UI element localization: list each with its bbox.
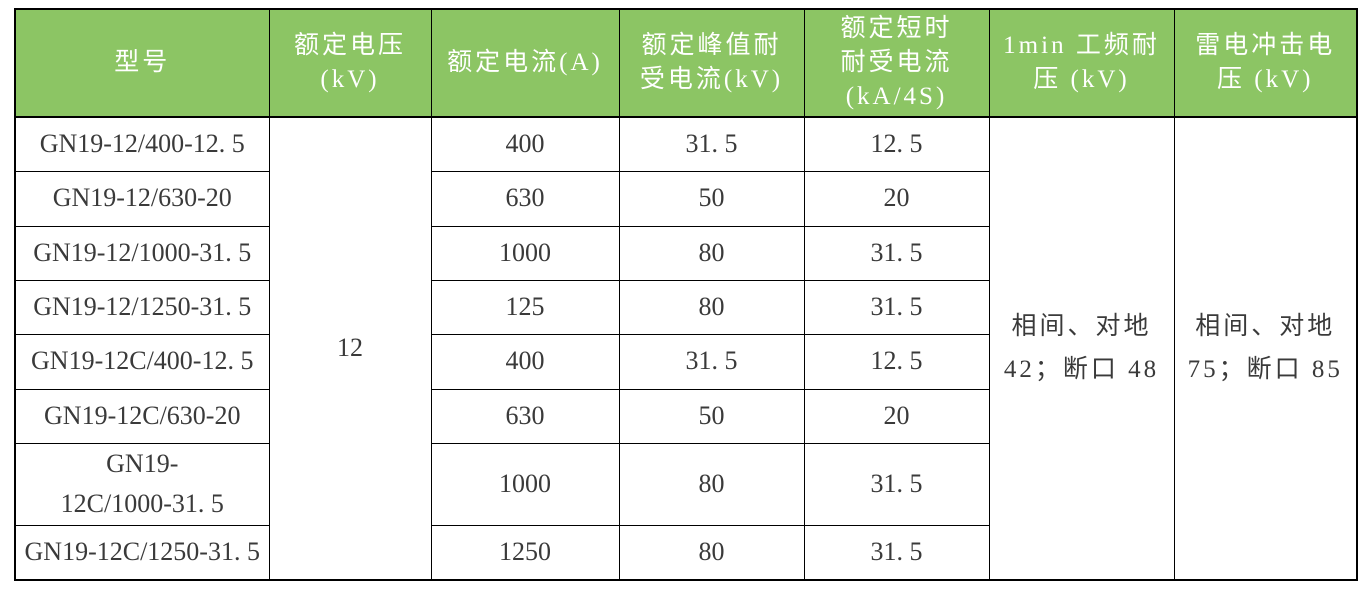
model-cell: GN19-12C/400-12. 5 [14, 333, 270, 390]
table-row: GN19-12C/1250-31. 5 1250 80 31. 5 [14, 524, 1357, 581]
rated-voltage-cell: 12 [268, 116, 432, 581]
rated-current-cell: 1250 [430, 524, 620, 581]
table-row: GN19-12/400-12. 5 12 400 31. 5 12. 5 相间、… [14, 116, 1358, 581]
short-time-withstand-cell: 20 [803, 388, 990, 444]
column-header-model: 型号 [14, 8, 270, 118]
power-frequency-withstand-cell: 相间、对地 42；断口 48 [988, 116, 1175, 581]
short-time-withstand-cell: 31. 5 [803, 442, 990, 526]
rated-current-cell: 400 [430, 116, 620, 172]
rated-current-cell: 630 [430, 388, 620, 444]
rated-current-cell: 1000 [430, 225, 620, 281]
peak-withstand-cell: 31. 5 [618, 116, 805, 172]
model-cell: GN19-12/1250-31. 5 [14, 279, 270, 335]
column-header-rated-voltage: 额定电压 (kV) [268, 8, 432, 118]
column-header-power-frequency-withstand: 1min 工频耐 压 (kV) [988, 8, 1175, 118]
table-row: GN19-12/1000-31. 5 1000 80 31. 5 [14, 225, 1357, 281]
peak-withstand-cell: 50 [618, 388, 805, 444]
column-header-lightning-impulse: 雷电冲击电 压 (kV) [1173, 8, 1358, 118]
table-row: GN19- 12C/1000-31. 5 1000 80 31. 5 [14, 442, 1357, 526]
peak-withstand-cell: 31. 5 [618, 333, 805, 390]
model-cell: GN19-12/1000-31. 5 [14, 225, 270, 281]
short-time-withstand-cell: 12. 5 [803, 116, 990, 172]
peak-withstand-cell: 80 [618, 225, 805, 281]
peak-withstand-cell: 80 [618, 279, 805, 335]
table-row: GN19-12C/400-12. 5 400 31. 5 12. 5 [14, 333, 1357, 390]
spec-table: 型号 额定电压 (kV) 额定电流(A) 额定峰值耐 受电流(kV) 额定短时 … [14, 8, 1358, 581]
peak-withstand-cell: 80 [618, 524, 805, 581]
column-header-short-time-withstand-current: 额定短时 耐受电流 (kA/4S) [803, 8, 990, 118]
peak-withstand-cell: 80 [618, 442, 805, 526]
short-time-withstand-cell: 20 [803, 170, 990, 227]
model-cell: GN19- 12C/1000-31. 5 [14, 442, 270, 526]
peak-withstand-cell: 50 [618, 170, 805, 227]
model-cell: GN19-12/630-20 [14, 170, 270, 227]
header-row: 型号 额定电压 (kV) 额定电流(A) 额定峰值耐 受电流(kV) 额定短时 … [14, 8, 1358, 118]
short-time-withstand-cell: 31. 5 [803, 279, 990, 335]
short-time-withstand-cell: 12. 5 [803, 333, 990, 390]
model-cell: GN19-12C/630-20 [14, 388, 270, 444]
rated-current-cell: 1000 [430, 442, 620, 526]
rated-current-cell: 400 [430, 333, 620, 390]
model-cell: GN19-12C/1250-31. 5 [14, 524, 270, 581]
column-header-peak-withstand-current: 额定峰值耐 受电流(kV) [618, 8, 805, 118]
short-time-withstand-cell: 31. 5 [803, 524, 990, 581]
rated-current-cell: 125 [430, 279, 620, 335]
table-row: GN19-12/1250-31. 5 125 80 31. 5 [14, 279, 1357, 335]
model-cell: GN19-12/400-12. 5 [14, 116, 270, 172]
rated-current-cell: 630 [430, 170, 620, 227]
lightning-impulse-cell: 相间、对地 75；断口 85 [1173, 116, 1358, 581]
table-row: GN19-12C/630-20 630 50 20 [14, 388, 1357, 444]
column-header-rated-current: 额定电流(A) [430, 8, 620, 118]
short-time-withstand-cell: 31. 5 [803, 225, 990, 281]
